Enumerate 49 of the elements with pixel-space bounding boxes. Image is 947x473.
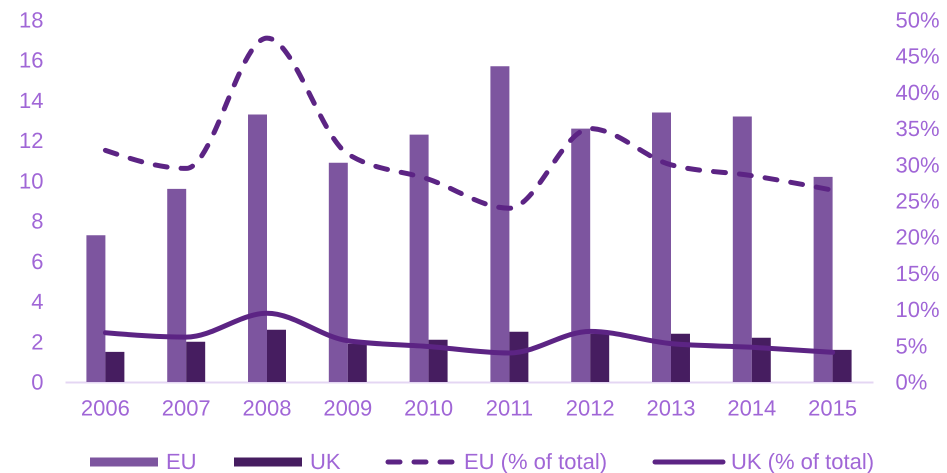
legend-label: EU <box>166 449 197 473</box>
y-tick-label: 14 <box>19 88 44 113</box>
y2-tick-label: 10% <box>896 297 940 322</box>
x-tick-label: 2012 <box>566 396 615 420</box>
y2-tick-label: 25% <box>896 188 940 214</box>
y2-tick-label: 50% <box>896 8 940 32</box>
x-tick-label: 2007 <box>162 396 211 420</box>
bar <box>652 112 671 382</box>
y2-tick-label: 40% <box>896 80 940 105</box>
y2-tick-label: 0% <box>896 370 928 394</box>
y-tick-label: 18 <box>19 8 44 32</box>
x-tick-label: 2009 <box>323 396 372 420</box>
y2-tick-label: 45% <box>896 44 940 69</box>
y2-tick-label: 30% <box>896 152 940 178</box>
legend-label: UK <box>310 449 341 473</box>
bar <box>410 134 429 382</box>
y2-tick-label: 35% <box>896 116 940 142</box>
bar <box>267 330 286 382</box>
x-tick-label: 2010 <box>404 396 454 420</box>
bar <box>328 162 348 382</box>
y2-tick-label: 5% <box>896 333 928 358</box>
y2-tick-label: 15% <box>896 260 940 286</box>
y-tick-label: 10 <box>19 168 44 194</box>
x-tick-label: 2011 <box>486 396 534 420</box>
bar <box>105 352 124 382</box>
bar <box>832 350 852 382</box>
bar <box>248 114 267 382</box>
y-tick-label: 6 <box>31 248 44 274</box>
bar <box>348 344 367 382</box>
y2-tick-label: 20% <box>896 224 940 250</box>
x-tick-label: 2014 <box>727 396 776 420</box>
bar <box>590 334 610 382</box>
y-tick-label: 12 <box>19 128 44 154</box>
bar <box>571 128 590 382</box>
bar <box>186 342 206 382</box>
y-tick-label: 8 <box>31 208 44 234</box>
bar <box>732 116 752 382</box>
x-tick-label: 2008 <box>242 396 292 420</box>
bar <box>167 188 186 382</box>
x-tick-label: 2013 <box>646 396 696 420</box>
y-tick-label: 4 <box>31 289 44 314</box>
y-tick-label: 2 <box>31 329 44 354</box>
bar <box>86 235 106 382</box>
x-tick-label: 2015 <box>808 396 858 420</box>
y-tick-label: 16 <box>19 48 44 73</box>
bar <box>814 176 833 382</box>
bar <box>490 66 510 382</box>
x-tick-label: 2006 <box>80 396 130 420</box>
y-tick-label: 0 <box>31 370 44 394</box>
